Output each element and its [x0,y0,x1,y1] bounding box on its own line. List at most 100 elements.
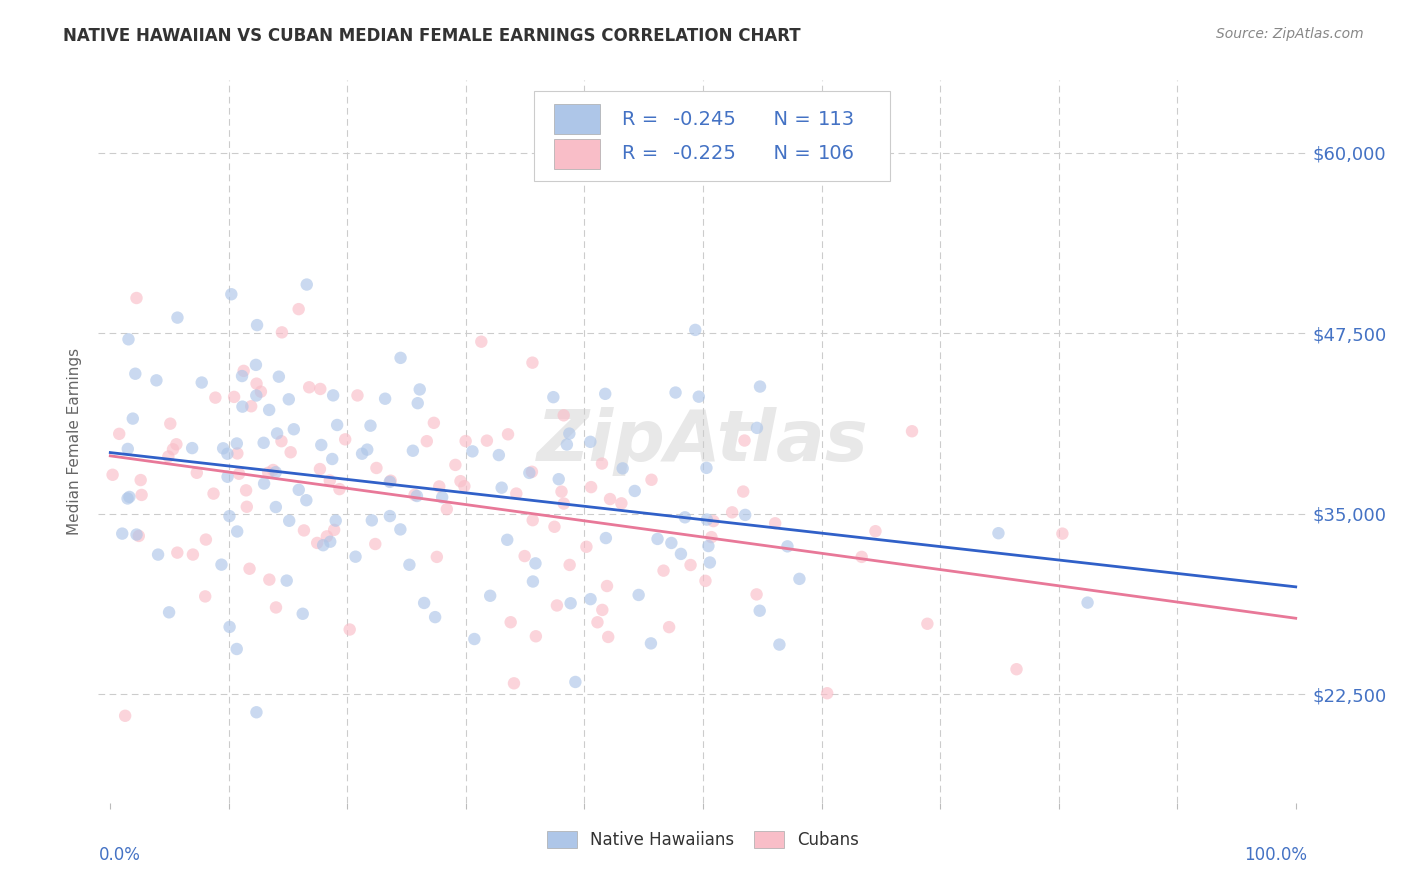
Point [430,490,453,504]
Point [593,387,616,401]
Point [851,549,873,564]
Point [129,473,152,487]
Point [309,462,332,476]
Text: Source: ZipAtlas.com: Source: ZipAtlas.com [1216,27,1364,41]
Point [166,546,188,560]
Point [461,444,484,458]
Point [503,676,526,690]
Point [610,496,633,510]
Point [543,390,565,404]
Point [319,534,342,549]
Point [579,434,602,449]
Point [409,383,432,397]
Point [436,502,458,516]
Point [218,509,240,524]
Point [416,434,439,449]
Point [745,587,768,601]
Point [776,540,799,554]
Point [319,474,342,488]
Point [266,426,288,441]
Point [599,491,621,506]
Point [309,382,332,396]
Text: 100.0%: 100.0% [1244,847,1308,864]
Point [194,533,217,547]
Point [245,376,267,391]
Text: ZipAtlas: ZipAtlas [537,407,869,476]
Point [475,434,498,448]
Point [356,442,378,457]
Point [652,564,675,578]
Point [311,438,333,452]
Point [479,589,502,603]
Point [236,500,259,514]
Point [259,573,281,587]
Text: N =: N = [761,110,817,128]
Text: 106: 106 [818,145,855,163]
Text: R =: R = [621,145,665,163]
Point [346,388,368,402]
Point [623,483,645,498]
Point [673,510,696,524]
Point [612,461,634,475]
Point [292,524,315,538]
Point [217,470,239,484]
Point [276,574,298,588]
Point [323,523,346,537]
Point [1052,526,1074,541]
Point [117,332,139,346]
Point [253,435,276,450]
Point [499,615,522,630]
Point [145,373,167,387]
Point [406,489,429,503]
Point [591,457,613,471]
Point [398,558,420,572]
Point [661,536,683,550]
Point [679,558,702,572]
Point [352,447,374,461]
Point [697,539,720,553]
Point [202,486,225,500]
Point [124,367,146,381]
Point [298,380,321,394]
Point [564,675,586,690]
Point [444,458,467,472]
Point [321,452,343,467]
Point [553,409,575,423]
Point [488,448,510,462]
Point [250,384,273,399]
Point [325,514,347,528]
Point [186,466,208,480]
Point [287,483,309,497]
Point [225,436,247,450]
Point [404,488,426,502]
Point [699,556,721,570]
Point [406,396,429,410]
Point [647,532,669,546]
Point [253,476,276,491]
Point [374,392,396,406]
Point [496,427,519,442]
Point [575,540,598,554]
Text: 113: 113 [818,110,855,128]
Point [246,318,269,332]
Point [522,356,544,370]
Point [226,524,249,539]
FancyBboxPatch shape [554,139,600,169]
Text: NATIVE HAWAIIAN VS CUBAN MEDIAN FEMALE EARNINGS CORRELATION CHART: NATIVE HAWAIIAN VS CUBAN MEDIAN FEMALE E… [63,27,801,45]
Point [235,483,257,498]
Point [212,442,235,456]
Point [721,505,744,519]
Point [591,603,613,617]
Point [454,434,477,448]
Point [378,475,401,489]
Point [277,392,299,407]
Point [402,443,425,458]
Point [165,437,187,451]
Point [224,390,246,404]
Point [118,490,141,504]
Point [339,623,361,637]
Point [865,524,887,539]
Point [700,530,723,544]
Point [748,604,770,618]
Point [335,433,357,447]
